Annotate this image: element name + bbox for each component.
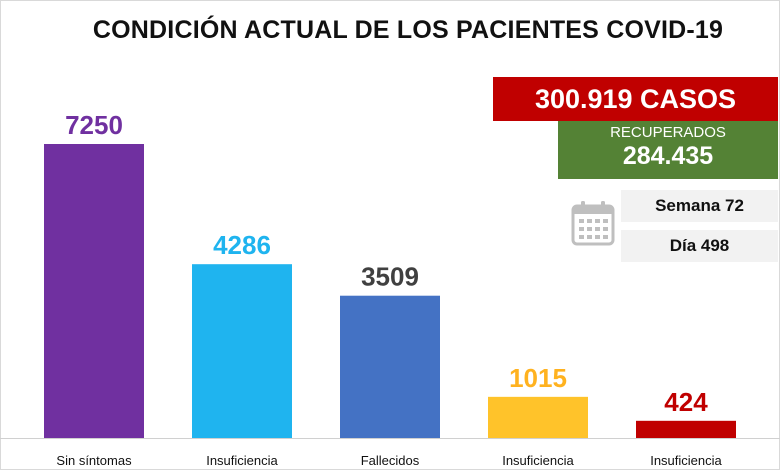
category-label-1: Sin síntomas	[56, 453, 132, 468]
bar-2	[192, 264, 292, 438]
calendar-icon	[571, 201, 615, 246]
week-box: Semana 72	[621, 190, 778, 222]
recovered-banner: RECUPERADOS 284.435	[558, 121, 778, 179]
category-label-5: Insuficiencia	[650, 453, 722, 468]
recovered-value: 284.435	[622, 142, 714, 170]
week-text: Semana 72	[655, 196, 744, 215]
bar-value-label-4: 1015	[509, 363, 567, 393]
bar-value-label-2: 4286	[213, 230, 271, 260]
total-cases-text: 300.919 CASOS	[534, 83, 737, 114]
category-label-3: Fallecidos	[361, 453, 420, 468]
day-box: Día 498	[621, 230, 778, 262]
bar-5	[636, 420, 736, 438]
chart-title: CONDICIÓN ACTUAL DE LOS PACIENTES COVID-…	[92, 16, 724, 44]
category-label-2: Insuficiencia	[206, 453, 278, 468]
total-cases-banner: 300.919 CASOS	[493, 77, 778, 121]
bar-3	[340, 295, 440, 438]
bar-value-label-5: 424	[664, 387, 708, 417]
recovered-label: RECUPERADOS	[610, 124, 726, 141]
bar-value-label-3: 3509	[361, 262, 419, 292]
category-label-4: Insuficiencia	[502, 453, 574, 468]
day-text: Día 498	[669, 236, 730, 255]
bar-1	[44, 144, 144, 438]
bar-4	[488, 396, 588, 438]
bar-value-label-1: 7250	[65, 110, 123, 140]
